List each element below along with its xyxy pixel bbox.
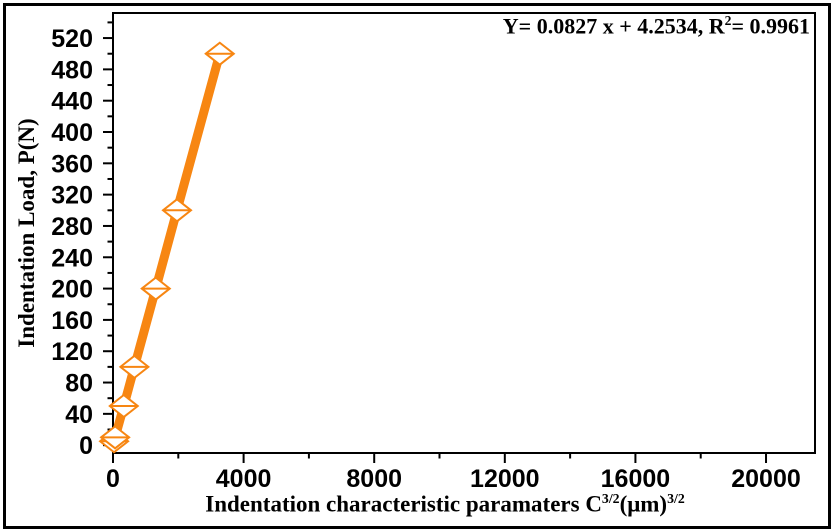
x-axis-title-main: Indentation characteristic paramaters C [205,491,602,517]
fit-equation-text: Y= 0.0827 x + 4.2534, R [502,13,725,39]
svg-text:280: 280 [51,213,93,241]
svg-text:320: 320 [51,182,93,210]
svg-text:20000: 20000 [731,465,801,493]
data-series-line [109,49,225,446]
figure-border [3,3,831,529]
y-tick-labels: 0 40 80 120 160 200 240 280 320 360 400 440 480 520 [51,25,93,460]
svg-text:240: 240 [51,244,93,272]
data-point-markers [98,41,236,454]
svg-text:40: 40 [65,401,93,429]
svg-text:520: 520 [51,25,93,53]
x-axis-title-superscript-2: 3/2 [667,491,685,506]
svg-text:0: 0 [79,432,93,460]
svg-text:440: 440 [51,88,93,116]
svg-text:8000: 8000 [346,465,402,493]
svg-text:4000: 4000 [216,465,272,493]
svg-text:80: 80 [65,370,93,398]
svg-text:120: 120 [51,338,93,366]
fit-equation: Y= 0.0827 x + 4.2534, R2= 0.9961 [503,13,810,39]
svg-text:400: 400 [51,119,93,147]
x-axis-title: Indentation characteristic paramaters C3… [205,491,684,518]
fit-equation-rvalue: = 0.9961 [731,13,810,39]
svg-text:360: 360 [51,150,93,178]
x-axis-title-unit: (μm) [619,491,668,517]
svg-text:0: 0 [106,465,120,493]
svg-text:12000: 12000 [470,465,540,493]
svg-text:480: 480 [51,56,93,84]
y-axis-title: Indentation Load, P(N) [14,118,39,348]
svg-text:160: 160 [51,307,93,335]
svg-text:200: 200 [51,276,93,304]
fit-equation-superscript: 2 [724,13,732,28]
svg-text:16000: 16000 [601,465,671,493]
x-axis-title-superscript-1: 3/2 [601,491,620,506]
y-axis-ticks [103,21,113,447]
x-axis-ticks [112,453,768,463]
plot-area-box [112,12,816,454]
x-tick-labels: 0 4000 8000 12000 16000 20000 [106,465,801,493]
